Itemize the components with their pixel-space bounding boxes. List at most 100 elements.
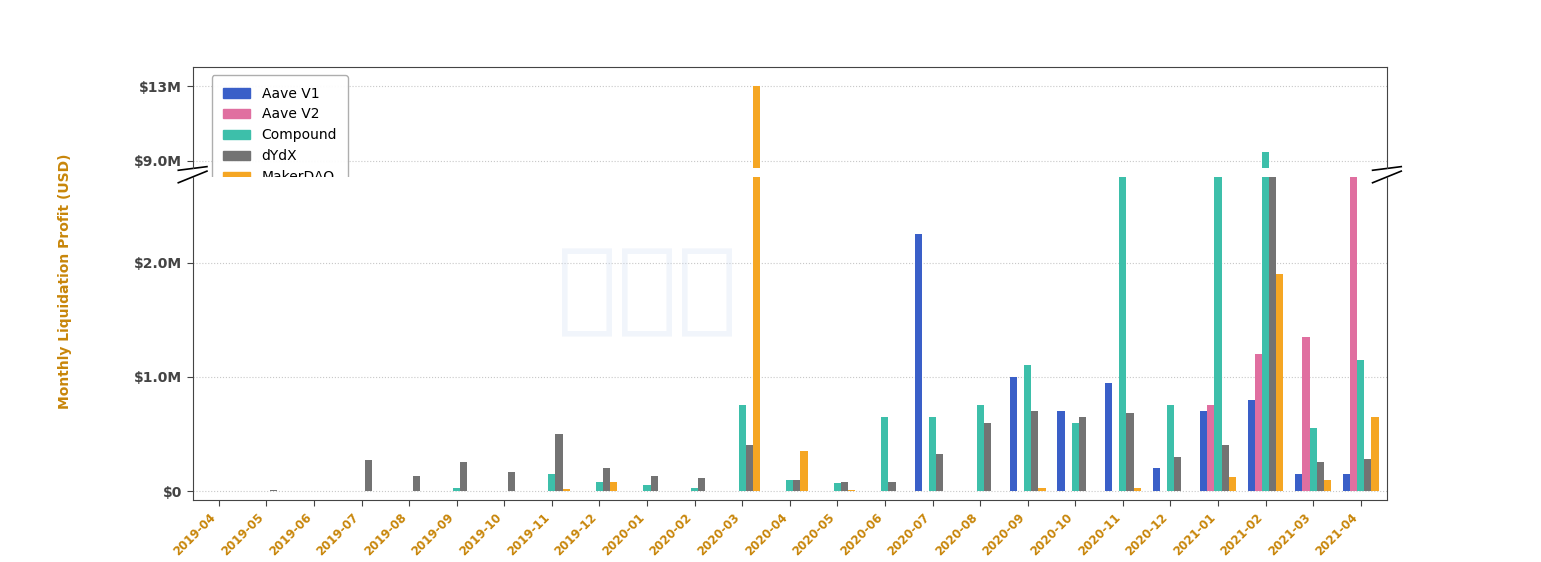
Bar bbox=[1207, 315, 1214, 329]
Text: 信动力: 信动力 bbox=[558, 244, 737, 341]
Bar bbox=[1039, 488, 1045, 491]
Bar bbox=[413, 327, 419, 329]
Bar bbox=[1214, 69, 1222, 491]
Bar bbox=[1031, 411, 1039, 491]
Bar bbox=[1222, 322, 1228, 329]
Bar bbox=[1079, 417, 1086, 491]
Legend: Aave V1, Aave V2, Compound, dYdX, MakerDAO: Aave V1, Aave V2, Compound, dYdX, MakerD… bbox=[211, 75, 348, 196]
Bar bbox=[650, 476, 658, 491]
Bar bbox=[1009, 377, 1017, 491]
Bar bbox=[738, 405, 746, 491]
Bar bbox=[1057, 316, 1065, 329]
Bar bbox=[690, 488, 698, 491]
Bar bbox=[935, 323, 943, 329]
Bar bbox=[915, 287, 922, 329]
Bar bbox=[1324, 479, 1331, 491]
Bar bbox=[1254, 307, 1262, 329]
Bar bbox=[1248, 400, 1254, 491]
Bar bbox=[1105, 383, 1113, 491]
Bar bbox=[841, 482, 848, 491]
Bar bbox=[698, 478, 706, 491]
Bar bbox=[1262, 152, 1270, 329]
Bar bbox=[1079, 317, 1086, 329]
Bar bbox=[1119, 202, 1126, 329]
Bar bbox=[413, 476, 419, 491]
Bar bbox=[1214, 260, 1222, 329]
Bar bbox=[786, 328, 794, 329]
Bar bbox=[983, 318, 991, 329]
Bar bbox=[365, 460, 373, 491]
Bar bbox=[1254, 354, 1262, 491]
Bar bbox=[562, 489, 570, 491]
Bar bbox=[786, 479, 794, 491]
Bar bbox=[1310, 428, 1316, 491]
Bar bbox=[1276, 294, 1284, 329]
Bar bbox=[596, 482, 603, 491]
Bar bbox=[841, 328, 848, 329]
Bar bbox=[1350, 91, 1358, 491]
Bar bbox=[461, 463, 467, 491]
Bar bbox=[1207, 405, 1214, 491]
Bar bbox=[1153, 325, 1160, 329]
Bar bbox=[1342, 327, 1350, 329]
Bar bbox=[889, 482, 895, 491]
Bar bbox=[1302, 337, 1310, 491]
Bar bbox=[509, 472, 515, 491]
Bar bbox=[983, 423, 991, 491]
Bar bbox=[650, 327, 658, 329]
Bar bbox=[1174, 457, 1180, 491]
Bar bbox=[1358, 308, 1364, 329]
Bar bbox=[610, 482, 618, 491]
Bar bbox=[644, 328, 650, 329]
Bar bbox=[1248, 314, 1254, 329]
Bar bbox=[555, 320, 562, 329]
Bar bbox=[1302, 304, 1310, 329]
Bar bbox=[1342, 474, 1350, 491]
Bar bbox=[1270, 103, 1276, 491]
Bar bbox=[1276, 274, 1284, 491]
Bar bbox=[1310, 319, 1316, 329]
Bar bbox=[453, 488, 461, 491]
Bar bbox=[461, 325, 467, 329]
Bar bbox=[1009, 311, 1017, 329]
Bar bbox=[1126, 414, 1134, 491]
Bar bbox=[1174, 324, 1180, 329]
Bar bbox=[915, 234, 922, 491]
Bar bbox=[365, 324, 373, 329]
Bar bbox=[834, 483, 841, 491]
Bar bbox=[935, 455, 943, 491]
Bar bbox=[644, 486, 650, 491]
Bar bbox=[603, 468, 610, 491]
Bar bbox=[1371, 317, 1379, 329]
Bar bbox=[1025, 309, 1031, 329]
Bar bbox=[1167, 315, 1174, 329]
Bar bbox=[1270, 266, 1276, 329]
Bar bbox=[1119, 0, 1126, 491]
Bar bbox=[1057, 411, 1065, 491]
Bar bbox=[1153, 468, 1160, 491]
Bar bbox=[1200, 411, 1207, 491]
Bar bbox=[1324, 328, 1331, 329]
Bar bbox=[1358, 360, 1364, 491]
Bar bbox=[800, 323, 807, 329]
Bar bbox=[1371, 417, 1379, 491]
Bar bbox=[549, 327, 555, 329]
Bar bbox=[794, 479, 800, 491]
Bar bbox=[509, 326, 515, 329]
Bar bbox=[754, 0, 760, 491]
Bar bbox=[1228, 477, 1236, 491]
Bar bbox=[1200, 316, 1207, 329]
Bar bbox=[1364, 324, 1371, 329]
Bar bbox=[834, 328, 841, 329]
Bar bbox=[1296, 474, 1302, 491]
Bar bbox=[1296, 327, 1302, 329]
Bar bbox=[881, 417, 889, 491]
Bar bbox=[746, 322, 754, 329]
Bar bbox=[889, 328, 895, 329]
Bar bbox=[555, 434, 562, 491]
Bar bbox=[1350, 264, 1358, 329]
Bar bbox=[1105, 311, 1113, 329]
Bar bbox=[549, 474, 555, 491]
Bar bbox=[270, 490, 277, 491]
Bar bbox=[610, 328, 618, 329]
